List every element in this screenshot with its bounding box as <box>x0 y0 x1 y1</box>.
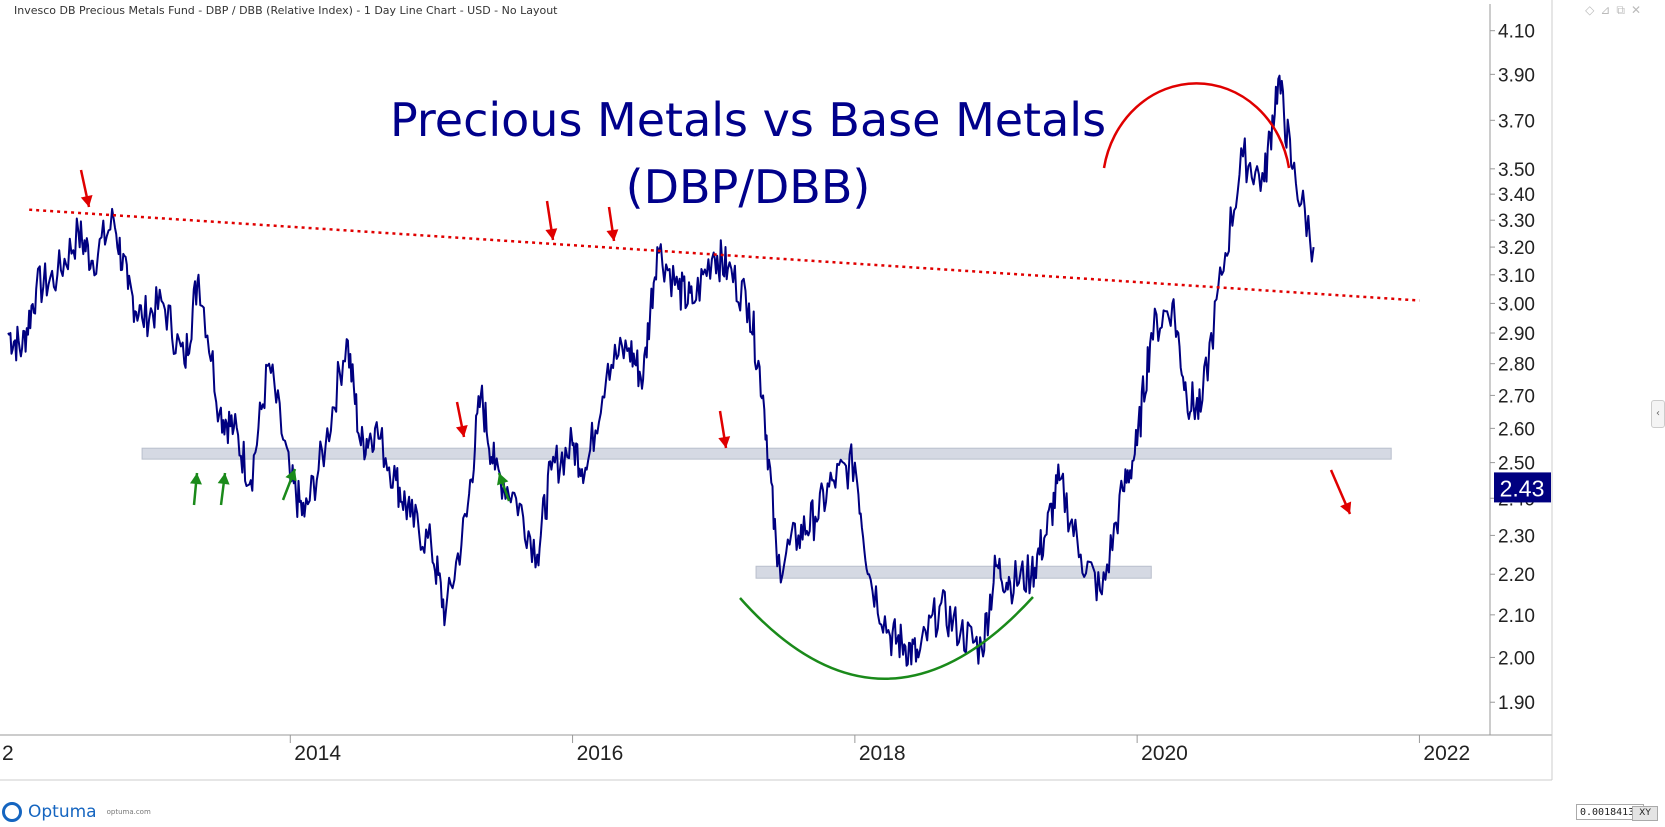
green-arrow-4-head <box>497 473 509 486</box>
brand-name: Optuma <box>28 802 97 822</box>
y-tick-label: 2.80 <box>1498 355 1535 376</box>
axes: 4.10 3.90 3.70 3.50 3.40 3.30 3.20 3.10 3.00 2.90… <box>0 0 1553 781</box>
pin-icon[interactable]: ⊿ <box>1600 3 1617 17</box>
green-arrow-1-head <box>189 473 202 485</box>
bottom-arc <box>739 596 1034 680</box>
y-tick-label: 2.30 <box>1498 526 1535 547</box>
x-tick-label: 2020 <box>1141 742 1188 765</box>
y-tick-label: 3.40 <box>1498 185 1535 206</box>
red-arrow-1-head <box>80 194 93 207</box>
red-arrow-6-head <box>1340 501 1352 514</box>
brand: Optuma optuma.com <box>2 801 151 823</box>
red-arrow-2-head <box>545 228 558 240</box>
y-tick-label: 1.90 <box>1498 693 1535 714</box>
support-zones <box>141 447 1392 579</box>
y-tick-label: 2.70 <box>1498 386 1535 407</box>
close-icon[interactable]: ✕ <box>1630 3 1647 17</box>
y-tick-label: 3.20 <box>1498 238 1535 259</box>
green-arrow-2-head <box>217 473 230 485</box>
x-tick-label: 2022 <box>1423 742 1470 765</box>
y-tick-label: 2.10 <box>1498 606 1535 627</box>
window-title: Invesco DB Precious Metals Fund - DBP / … <box>14 4 558 17</box>
scale-xy-button[interactable]: XY <box>1632 806 1658 821</box>
y-tick-label: 2.60 <box>1498 419 1535 440</box>
scale-readout[interactable]: 0.0018413 <box>1576 804 1644 820</box>
resistance-line <box>29 208 1420 302</box>
support-zone-2 <box>755 565 1152 579</box>
optuma-logo-icon <box>2 802 22 822</box>
y-tick-label: 2.90 <box>1498 324 1535 345</box>
annotations <box>29 82 1420 680</box>
price-line-group <box>7 74 1315 667</box>
y-tick-label: 2.00 <box>1498 648 1535 669</box>
y-tick-label: 4.10 <box>1498 22 1535 43</box>
y-tick-label: 3.70 <box>1498 111 1535 132</box>
y-tick-label: 2.50 <box>1498 454 1535 475</box>
x-tick-label: 2016 <box>577 742 624 765</box>
y-tick-label: 3.10 <box>1498 266 1535 287</box>
panel-collapse-handle[interactable]: ‹ <box>1651 400 1665 428</box>
last-value-badge <box>1494 472 1551 503</box>
red-arrow-5-head <box>718 436 731 448</box>
y-tick-label: 3.00 <box>1498 294 1535 315</box>
price-line <box>7 74 1315 667</box>
y-tick-label: 3.90 <box>1498 65 1535 86</box>
green-arrow-3-head <box>285 469 297 482</box>
last-value-label: 2.43 <box>1500 475 1545 501</box>
red-arrow-3-head <box>606 229 619 241</box>
window-controls[interactable]: ◇⊿⧉✕ <box>1585 3 1647 18</box>
restore-icon[interactable]: ⧉ <box>1616 3 1631 17</box>
top-arc <box>1102 82 1291 169</box>
brand-url: optuma.com <box>106 808 151 816</box>
red-arrow-4-head <box>455 425 468 437</box>
chart-title: Precious Metals vs Base Metals <box>390 93 1106 147</box>
x-tick-label: 2014 <box>294 742 341 765</box>
diamond-icon[interactable]: ◇ <box>1585 3 1601 17</box>
y-tick-label: 3.30 <box>1498 211 1535 232</box>
chart-texts: Precious Metals vs Base Metals (DBP/DBB) 2… <box>390 93 1551 503</box>
x-edge-label: 2 <box>2 742 14 765</box>
chart-subtitle: (DBP/DBB) <box>626 160 871 214</box>
y-tick-label: 2.20 <box>1498 565 1535 586</box>
y-tick-label: 3.50 <box>1498 160 1535 181</box>
x-tick-label: 2018 <box>859 742 906 765</box>
